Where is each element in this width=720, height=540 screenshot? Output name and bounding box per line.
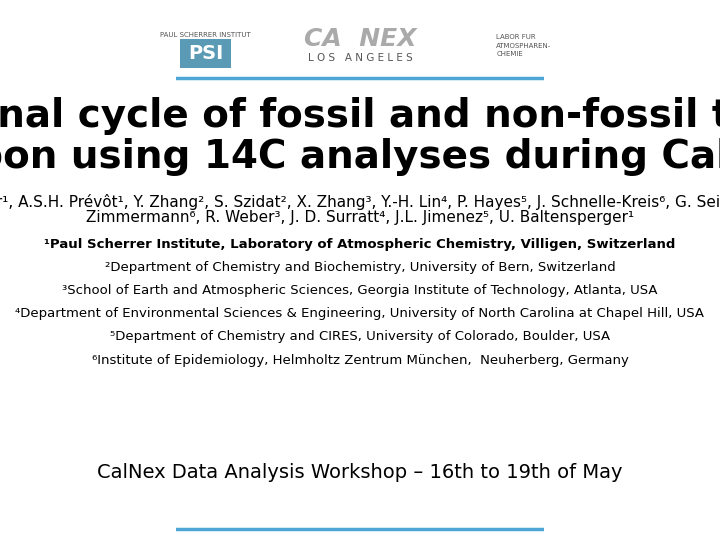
Text: CA  NEX: CA NEX [304, 27, 416, 51]
Text: ⁶Institute of Epidemiology, Helmholtz Zentrum München,  Neuherberg, Germany: ⁶Institute of Epidemiology, Helmholtz Ze… [91, 354, 629, 367]
Text: P. Zotter¹, A.S.H. Prévôt¹, Y. Zhang², S. Szidat², X. Zhang³, Y.-H. Lin⁴, P. Hay: P. Zotter¹, A.S.H. Prévôt¹, Y. Zhang², S… [0, 194, 720, 210]
Text: ⁴Department of Environmental Sciences & Engineering, University of North Carolin: ⁴Department of Environmental Sciences & … [16, 307, 704, 320]
Text: ⁵Department of Chemistry and CIRES, University of Colorado, Boulder, USA: ⁵Department of Chemistry and CIRES, Univ… [110, 330, 610, 343]
Text: ²Department of Chemistry and Biochemistry, University of Bern, Switzerland: ²Department of Chemistry and Biochemistr… [104, 261, 616, 274]
Text: LABOR FUR
ATMOSPHAREN-
CHEMIE: LABOR FUR ATMOSPHAREN- CHEMIE [496, 35, 552, 57]
Text: CalNex Data Analysis Workshop – 16th to 19th of May: CalNex Data Analysis Workshop – 16th to … [97, 463, 623, 482]
FancyBboxPatch shape [179, 39, 231, 68]
Text: L O S   A N G E L E S: L O S A N G E L E S [307, 53, 413, 63]
Text: Diurnal cycle of fossil and non-fossil total: Diurnal cycle of fossil and non-fossil t… [0, 97, 720, 135]
Text: ³School of Earth and Atmospheric Sciences, Georgia Institute of Technology, Atla: ³School of Earth and Atmospheric Science… [62, 284, 658, 297]
Text: ¹Paul Scherrer Institute, Laboratory of Atmospheric Chemistry, Villigen, Switzer: ¹Paul Scherrer Institute, Laboratory of … [45, 238, 675, 251]
Text: carbon using 14C analyses during CalNex: carbon using 14C analyses during CalNex [0, 138, 720, 176]
Text: PAUL SCHERRER INSTITUT: PAUL SCHERRER INSTITUT [160, 32, 251, 38]
Text: Zimmermann⁶, R. Weber³, J. D. Surratt⁴, J.L. Jimenez⁵, U. Baltensperger¹: Zimmermann⁶, R. Weber³, J. D. Surratt⁴, … [86, 210, 634, 225]
Text: PSI: PSI [188, 44, 223, 63]
